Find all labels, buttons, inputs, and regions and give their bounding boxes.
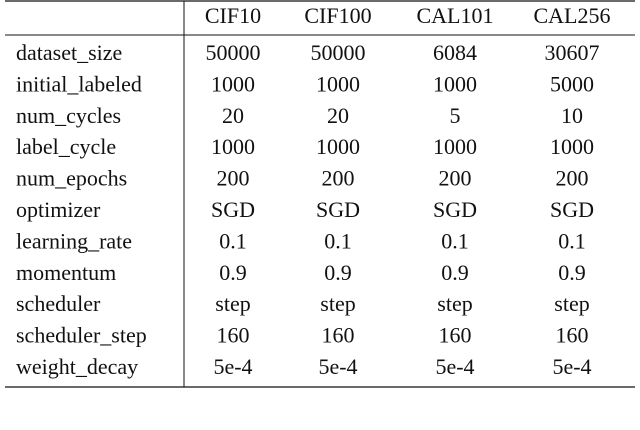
cell: 1000 [211, 71, 255, 96]
row-label: dataset_size [16, 40, 122, 65]
cell: 50000 [206, 40, 261, 65]
cell: 0.1 [441, 228, 469, 253]
cell: step [215, 291, 250, 316]
cell: 160 [322, 323, 355, 348]
column-header: CIF10 [205, 3, 261, 28]
cell: step [554, 291, 589, 316]
cell: 0.9 [441, 260, 469, 285]
column-header: CAL101 [417, 3, 494, 28]
cell: 200 [217, 166, 250, 191]
cell: 0.9 [219, 260, 247, 285]
row-label: learning_rate [16, 228, 132, 253]
cell: SGD [211, 197, 255, 222]
row-label: initial_labeled [16, 71, 142, 96]
cell: 20 [327, 103, 349, 128]
cell: 50000 [311, 40, 366, 65]
cell: 160 [217, 323, 250, 348]
cell: 5e-4 [435, 354, 474, 379]
cell: 1000 [316, 71, 360, 96]
cell: 1000 [316, 134, 360, 159]
cell: 0.1 [558, 228, 586, 253]
cell: 160 [439, 323, 472, 348]
cell: 5e-4 [213, 354, 252, 379]
cell: 200 [556, 166, 589, 191]
cell: 0.9 [324, 260, 352, 285]
row-label: scheduler_step [16, 323, 147, 348]
cell: step [320, 291, 355, 316]
cell: SGD [550, 197, 594, 222]
cell: 1000 [550, 134, 594, 159]
cell: 0.1 [219, 228, 247, 253]
cell: 30607 [545, 40, 600, 65]
row-label: optimizer [16, 197, 101, 222]
row-label: scheduler [16, 291, 101, 316]
row-label: num_epochs [16, 166, 127, 191]
cell: 160 [556, 323, 589, 348]
cell: step [437, 291, 472, 316]
cell: 5e-4 [552, 354, 591, 379]
cell: 5000 [550, 71, 594, 96]
cell: 5 [450, 103, 461, 128]
cell: 0.1 [324, 228, 352, 253]
cell: 200 [322, 166, 355, 191]
row-label: momentum [16, 260, 116, 285]
row-label: num_cycles [16, 103, 121, 128]
cell: 1000 [211, 134, 255, 159]
row-label: weight_decay [16, 354, 138, 379]
cell: 1000 [433, 71, 477, 96]
column-header: CAL256 [534, 3, 611, 28]
cell: 0.9 [558, 260, 586, 285]
row-label: label_cycle [16, 134, 116, 159]
cell: 20 [222, 103, 244, 128]
cell: 1000 [433, 134, 477, 159]
cell: 6084 [433, 40, 477, 65]
column-header: CIF100 [304, 3, 371, 28]
cell: 5e-4 [318, 354, 357, 379]
cell: 200 [439, 166, 472, 191]
cell: 10 [561, 103, 583, 128]
cell: SGD [316, 197, 360, 222]
cell: SGD [433, 197, 477, 222]
